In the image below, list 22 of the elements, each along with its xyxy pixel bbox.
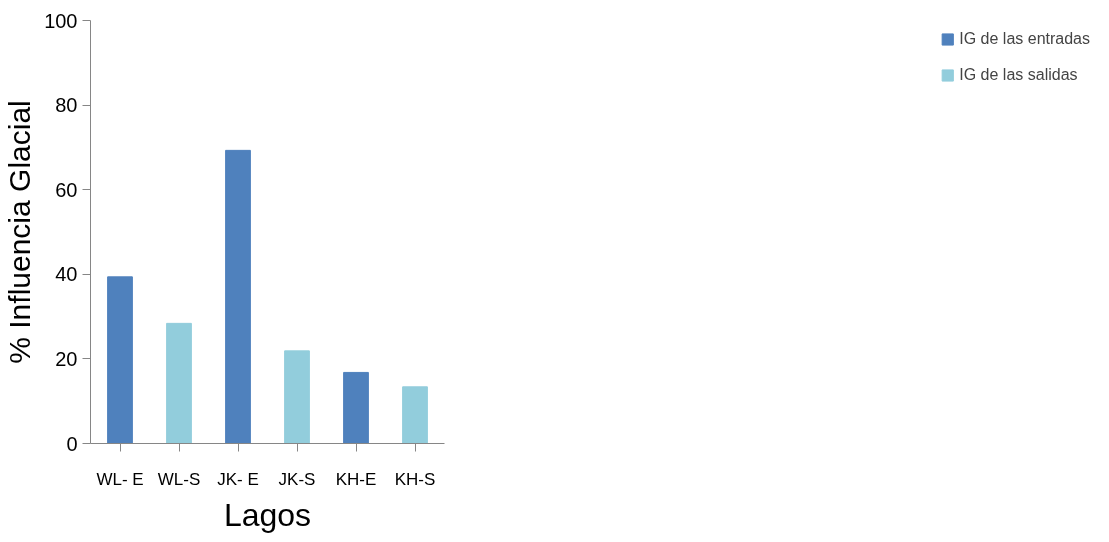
- legend-label: IG de las entradas: [959, 30, 1090, 48]
- y-tick-label: 20: [55, 347, 78, 370]
- y-axis-title: % Influencia Glacial: [3, 100, 37, 364]
- x-axis-title: Lagos: [223, 496, 312, 533]
- x-tick-label: KH-S: [394, 469, 436, 489]
- y-tick-label: 40: [55, 263, 78, 286]
- bar: [284, 350, 310, 444]
- y-tick-label: 80: [55, 94, 78, 117]
- x-tick-label: JK- E: [217, 469, 259, 489]
- bar: [107, 276, 133, 444]
- bar: [343, 371, 369, 444]
- y-tick-label: 100: [44, 9, 78, 32]
- x-tick-label: WL- E: [96, 469, 144, 489]
- x-tick-label: WL-S: [157, 469, 201, 489]
- y-tick-label: 60: [55, 178, 78, 201]
- bar: [225, 149, 251, 444]
- bar: [402, 386, 428, 444]
- legend-label: IG de las salidas: [959, 66, 1078, 84]
- x-tick-label: JK-S: [278, 469, 316, 489]
- y-tick-label: 0: [66, 432, 78, 455]
- bar: [166, 322, 192, 444]
- x-tick-label: KH-E: [335, 469, 377, 489]
